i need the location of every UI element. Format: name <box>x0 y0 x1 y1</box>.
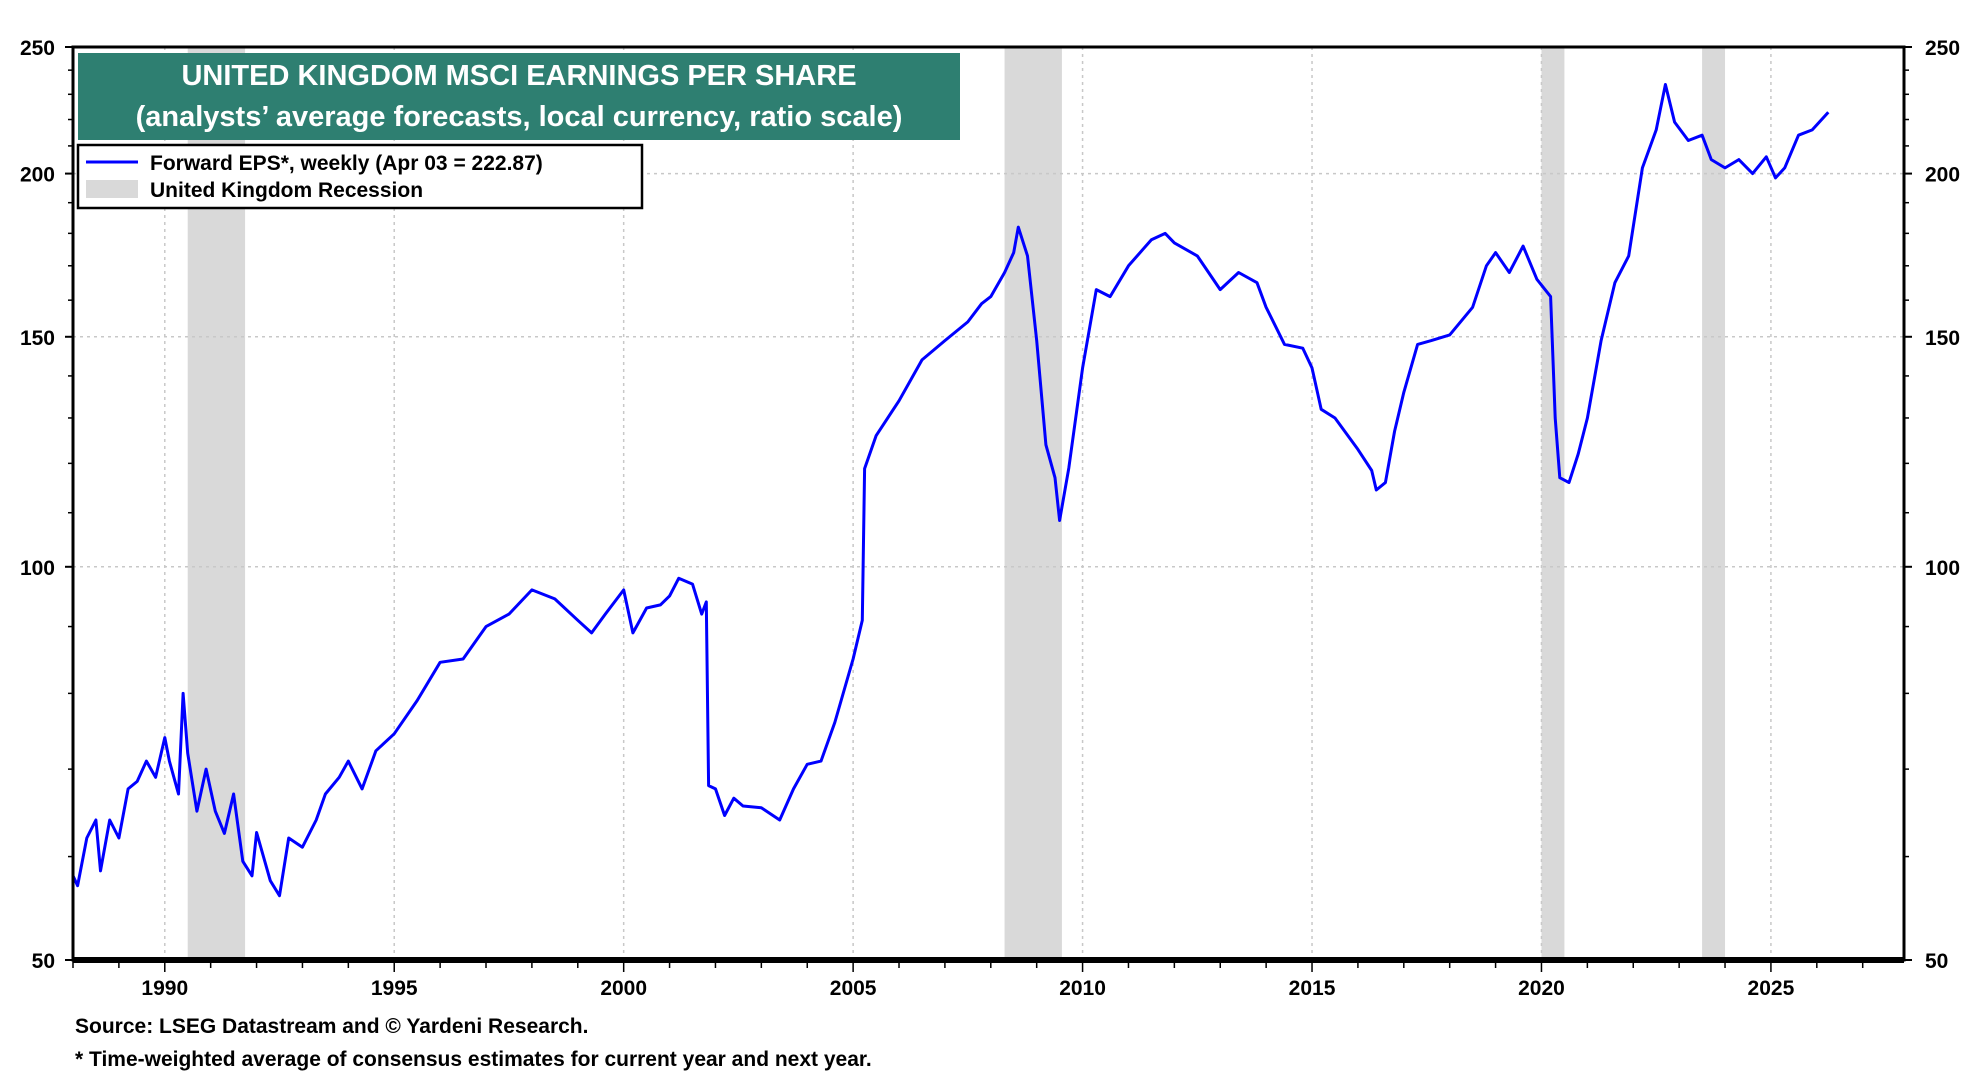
axis-ticks: 1990 1995 2000 2005 2010 2015 2020 2025 50 50 100 1… <box>20 37 1960 1000</box>
x-tick-label: 2000 <box>600 977 647 1000</box>
legend-label-recession: United Kingdom Recession <box>150 179 423 202</box>
x-tick-label: 1995 <box>371 977 418 1000</box>
chart-title: UNITED KINGDOM MSCI EARNINGS PER SHARE <box>181 60 856 92</box>
y-tick-label-left: 250 <box>20 37 55 60</box>
y-tick-label-right: 50 <box>1925 950 1948 973</box>
y-tick-label-right: 250 <box>1925 37 1960 60</box>
legend-swatch-recession <box>86 180 138 198</box>
x-tick-label: 2025 <box>1748 977 1795 1000</box>
x-tick-label: 2010 <box>1059 977 1106 1000</box>
recession-band <box>1541 47 1565 960</box>
legend-label-eps: Forward EPS*, weekly (Apr 03 = 222.87) <box>150 152 543 175</box>
y-tick-label-right: 200 <box>1925 164 1960 187</box>
footnote: * Time-weighted average of consensus est… <box>75 1048 872 1071</box>
forward-eps-line <box>71 83 1830 898</box>
y-tick-label-right: 150 <box>1925 327 1960 350</box>
series-layer <box>71 83 1830 898</box>
title-box <box>78 53 960 140</box>
y-tick-label-left: 200 <box>20 164 55 187</box>
y-tick-label-left: 100 <box>20 557 55 580</box>
y-tick-label-left: 150 <box>20 327 55 350</box>
source-note: Source: LSEG Datastream and © Yardeni Re… <box>75 1015 588 1038</box>
y-tick-label-right: 100 <box>1925 557 1960 580</box>
x-tick-label: 2020 <box>1518 977 1565 1000</box>
y-tick-label-left: 50 <box>32 950 55 973</box>
recession-band <box>1702 47 1726 960</box>
x-tick-label: 2005 <box>830 977 877 1000</box>
chart-subtitle: (analysts’ average forecasts, local curr… <box>136 101 903 133</box>
gridlines <box>73 47 1904 960</box>
x-tick-label: 1990 <box>141 977 188 1000</box>
recession-band <box>1004 47 1062 960</box>
legend-box <box>76 143 644 210</box>
x-tick-label: 2015 <box>1289 977 1336 1000</box>
legend: Forward EPS*, weekly (Apr 03 = 222.87) U… <box>76 143 644 210</box>
